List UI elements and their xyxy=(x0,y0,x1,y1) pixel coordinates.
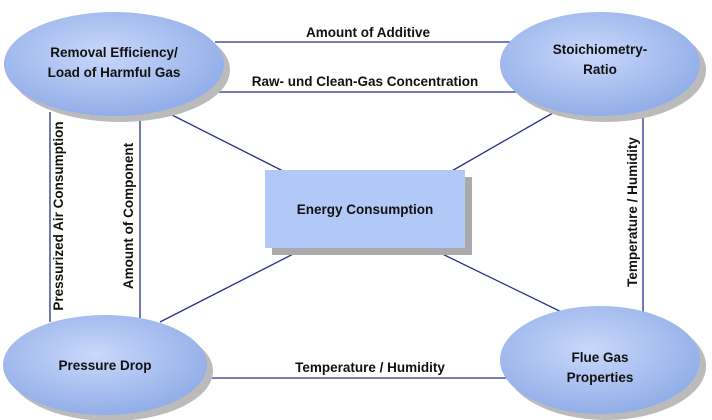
node-label: Energy Consumption xyxy=(297,202,434,217)
connectors xyxy=(49,41,644,379)
edge-label: Amount of Additive xyxy=(306,25,430,40)
node-ellipse xyxy=(500,12,700,116)
node-ellipse xyxy=(4,12,224,116)
node-labels: Removal Efficiency/ Load of Harmful Gas … xyxy=(48,42,648,385)
node-label: Pressure Drop xyxy=(58,358,151,373)
edge-labels: Amount of Additive Raw- und Clean-Gas Co… xyxy=(51,25,640,375)
node-label: Stoichiometry- xyxy=(553,42,648,57)
edge-label: Pressurized Air Consumption xyxy=(51,121,66,310)
node-label: Properties xyxy=(567,370,634,385)
edge-line xyxy=(169,113,286,173)
edge-label: Temperature / Humidity xyxy=(625,137,640,287)
edge-line xyxy=(449,105,566,173)
edge-line xyxy=(429,247,579,321)
node-ellipse xyxy=(3,315,207,415)
node-box xyxy=(265,170,465,248)
node-label: Ratio xyxy=(583,62,617,77)
edge-label: Temperature / Humidity xyxy=(295,360,445,375)
edge-line xyxy=(159,247,306,323)
node-label: Load of Harmful Gas xyxy=(48,65,181,80)
edge-label: Raw- und Clean-Gas Concentration xyxy=(252,74,479,89)
node-ellipse xyxy=(500,306,700,414)
node-label: Removal Efficiency/ xyxy=(50,45,178,60)
node-label: Flue Gas xyxy=(571,350,628,365)
nodes xyxy=(3,12,706,420)
edge-label: Amount of Component xyxy=(121,142,136,289)
